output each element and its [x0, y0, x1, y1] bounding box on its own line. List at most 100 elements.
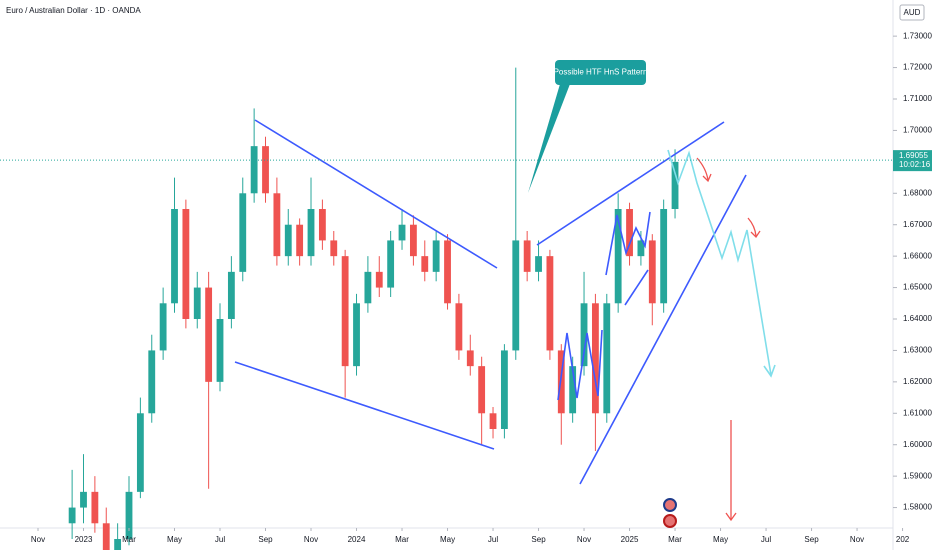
candle-body — [375, 271, 383, 288]
candle-body — [353, 303, 360, 367]
candle-body — [591, 303, 599, 414]
candle-body — [227, 271, 235, 319]
callout-box — [555, 60, 646, 85]
y-tick-label: 1.73000 — [903, 31, 932, 40]
candle-body — [296, 224, 304, 257]
currency-label: AUD — [904, 8, 921, 17]
candle-body — [398, 224, 406, 241]
candle-body — [580, 303, 588, 367]
candle-body — [409, 224, 417, 257]
y-tick-label: 1.71000 — [903, 94, 932, 103]
y-tick-label: 1.60000 — [903, 440, 932, 449]
candle-body — [80, 491, 87, 508]
x-tick-label: Jul — [761, 535, 771, 544]
x-tick-label: Jul — [488, 535, 498, 544]
candle-body — [341, 256, 349, 367]
y-tick-label: 1.62000 — [903, 377, 932, 386]
x-tick-label: May — [713, 535, 728, 544]
y-tick-label: 1.64000 — [903, 314, 932, 323]
candle-body — [239, 193, 247, 272]
x-tick-label: Nov — [577, 535, 591, 544]
trendline — [579, 174, 747, 485]
y-tick-label: 1.67000 — [903, 220, 932, 229]
candle-body — [614, 209, 622, 304]
y-tick-label: 1.58000 — [903, 503, 932, 512]
candle-body — [421, 256, 429, 272]
candle-body — [523, 240, 531, 272]
x-tick-label: Nov — [31, 535, 45, 544]
candle-body — [660, 209, 668, 304]
x-tick-label: Mar — [395, 535, 409, 544]
x-tick-label: 2024 — [348, 535, 366, 544]
candle-body — [216, 319, 224, 382]
candles — [68, 67, 679, 555]
y-tick-label: 1.70000 — [903, 126, 932, 135]
candle-body — [364, 271, 372, 304]
x-tick-label: Mar — [122, 535, 136, 544]
y-tick-label: 1.59000 — [903, 471, 932, 480]
currency-button[interactable] — [899, 4, 925, 21]
candle-body — [318, 209, 326, 241]
last-price-box — [893, 150, 932, 172]
candle-body — [546, 256, 554, 351]
red-arrowhead — [750, 230, 761, 239]
event-icon[interactable] — [663, 498, 677, 512]
candle-body — [535, 256, 542, 272]
candle-body — [330, 240, 338, 257]
candle-body — [193, 287, 201, 319]
candle-body — [466, 350, 474, 367]
candle-body — [284, 224, 292, 257]
candle-body — [432, 240, 440, 272]
candle-body — [637, 240, 645, 257]
candle-body — [478, 366, 486, 414]
x-tick-label: Jul — [215, 535, 225, 544]
candle-body — [648, 240, 656, 304]
x-tick-label: 2023 — [75, 535, 93, 544]
x-tick-label: 2025 — [621, 535, 639, 544]
x-tick-label: Sep — [258, 535, 273, 544]
y-tick-label: 1.68000 — [903, 188, 932, 197]
candle-body — [102, 523, 110, 555]
candle-body — [114, 539, 122, 555]
candle-body — [250, 146, 258, 194]
y-tick-label: 1.72000 — [903, 63, 932, 72]
red-arrow — [696, 157, 709, 181]
x-tick-label: Nov — [304, 535, 318, 544]
red-arrowhead — [725, 512, 737, 522]
candle-body — [387, 240, 395, 288]
candle-body — [148, 350, 156, 414]
projection-arrowhead — [763, 364, 776, 378]
trendline — [624, 269, 649, 306]
red-arrow — [747, 217, 757, 237]
x-tick-label: May — [440, 535, 455, 544]
red-arrowhead — [702, 173, 712, 183]
candle-body — [512, 240, 520, 351]
candle-body — [68, 507, 76, 524]
candle-body — [307, 209, 315, 257]
x-tick-label: Sep — [804, 535, 819, 544]
candle-body — [455, 303, 463, 351]
candle-body — [171, 209, 178, 304]
countdown-label: 10:02:16 — [899, 160, 931, 169]
candle-body — [603, 303, 611, 414]
candle-body — [671, 161, 679, 209]
candle-body — [262, 146, 269, 194]
zigzag — [605, 211, 651, 276]
y-tick-label: 1.63000 — [903, 346, 932, 355]
candle-body — [500, 350, 508, 429]
candle-body — [91, 491, 99, 524]
x-tick-label: Nov — [850, 535, 864, 544]
candle-body — [444, 240, 451, 304]
event-icon[interactable] — [663, 514, 677, 528]
candle-body — [205, 287, 213, 382]
candle-body — [136, 413, 144, 492]
candle-body — [489, 413, 497, 429]
callout-text: Possible HTF HnS Pattern — [554, 68, 648, 77]
last-price-label: 1.69055 — [899, 151, 928, 160]
chart-title: Euro / Australian Dollar · 1D · OANDA — [6, 6, 141, 15]
x-tick-label: May — [167, 535, 182, 544]
y-tick-label: 1.61000 — [903, 408, 932, 417]
